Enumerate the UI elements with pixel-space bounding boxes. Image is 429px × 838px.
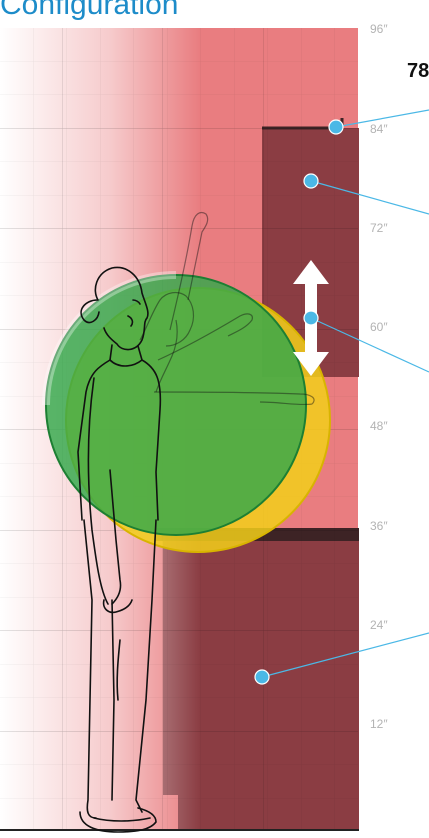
height-label: 78 — [407, 60, 429, 82]
callout-lines — [261, 109, 429, 678]
standing-person-figure — [77, 266, 162, 833]
callout-dot-height-adjust[interactable] — [303, 310, 319, 326]
page-title: Configuration — [0, 0, 179, 21]
ruler-tick-24: 24″ — [370, 618, 388, 632]
callout-dot-upper-reach[interactable] — [328, 119, 344, 135]
callout-dot-lower-cabinet[interactable] — [254, 669, 270, 685]
ruler-tick-72: 72″ — [370, 221, 388, 235]
reach-green-circle — [45, 274, 307, 536]
reaching-arm-ghosts — [139, 211, 315, 406]
ruler-tick-84: 84″ — [370, 122, 388, 136]
callout-dot-upper-cabinet[interactable] — [303, 173, 319, 189]
ruler-tick-36: 36″ — [370, 519, 388, 533]
ruler-tick-60: 60″ — [370, 320, 388, 334]
ruler-tick-96: 96″ — [370, 22, 388, 36]
ruler-tick-12: 12″ — [370, 717, 388, 731]
ruler-tick-48: 48″ — [370, 419, 388, 433]
